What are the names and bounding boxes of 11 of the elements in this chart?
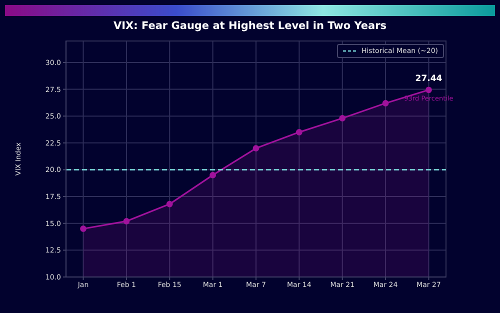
point bbox=[80, 226, 86, 232]
chart-title: VIX: Fear Gauge at Highest Level in Two Years bbox=[112, 20, 388, 32]
point bbox=[252, 145, 260, 152]
point bbox=[382, 100, 389, 106]
data-label: 27.44 bbox=[415, 74, 442, 84]
point bbox=[210, 172, 216, 178]
point bbox=[339, 115, 346, 122]
point bbox=[426, 86, 432, 94]
point bbox=[166, 200, 173, 208]
point bbox=[123, 218, 130, 224]
point bbox=[296, 128, 302, 136]
